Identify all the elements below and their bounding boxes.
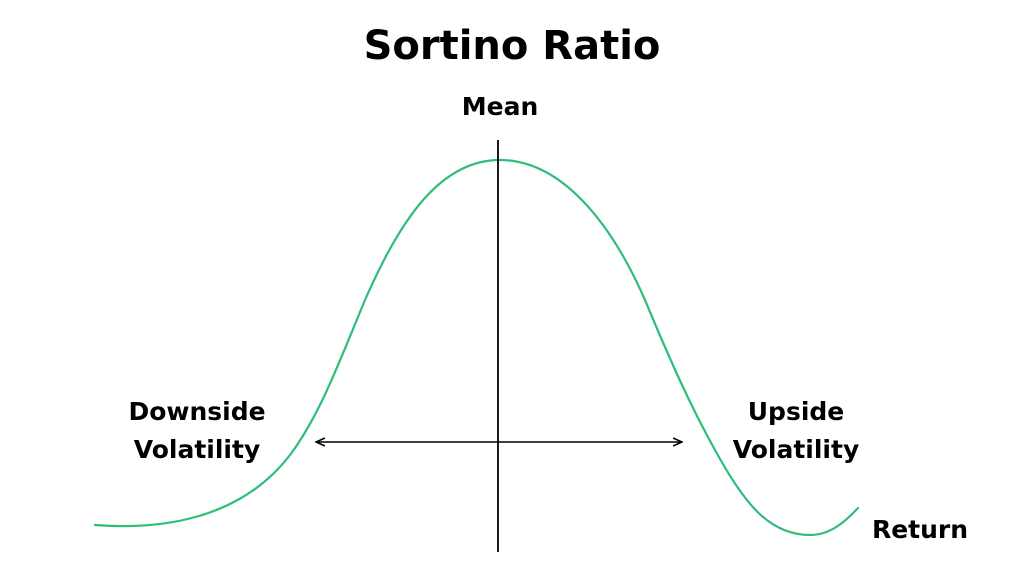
upside-label-line2: Volatility [732,435,860,464]
downside-label-line1: Downside [128,397,266,426]
mean-label: Mean [461,92,539,121]
page-title: Sortino Ratio [363,23,661,69]
distribution-curve [93,158,860,537]
downside-volatility-label: Downside Volatility [112,393,282,469]
downside-label-line2: Volatility [133,435,261,464]
upside-volatility-label: Upside Volatility [718,393,874,469]
upside-label-line1: Upside [747,397,845,426]
return-label: Return [871,515,969,544]
